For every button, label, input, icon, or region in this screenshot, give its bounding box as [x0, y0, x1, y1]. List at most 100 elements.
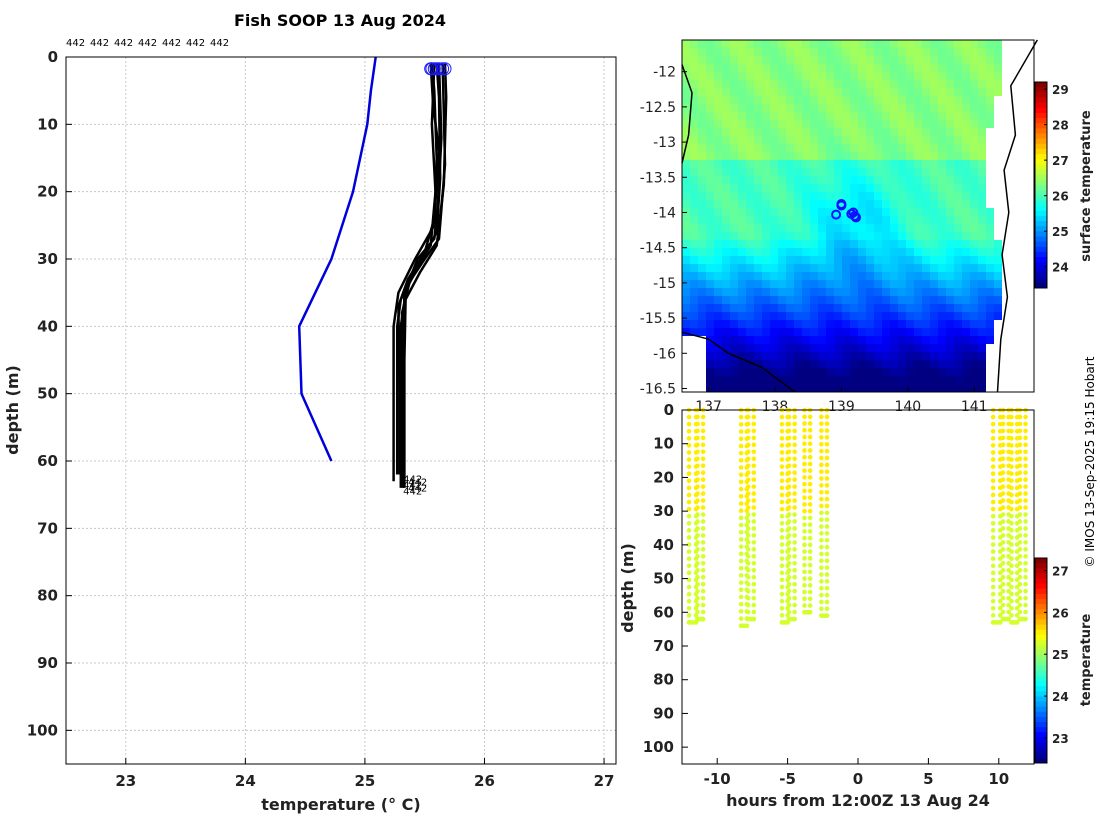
sst-cell: [770, 232, 779, 241]
sst-cell: [898, 104, 907, 113]
sst-cell: [826, 384, 835, 393]
sst-cell: [882, 72, 891, 81]
sst-cell: [818, 376, 827, 385]
sst-cell: [874, 104, 883, 113]
land-cell: [1002, 72, 1010, 80]
sst-cell: [930, 48, 939, 57]
td-point: [686, 436, 692, 441]
sst-cell: [754, 344, 763, 353]
colorbar-segment: [1035, 241, 1047, 248]
sst-cell: [738, 344, 747, 353]
td-point: [1017, 505, 1023, 510]
land-cell: [690, 360, 698, 368]
sst-cell: [802, 232, 811, 241]
sst-cell: [954, 224, 963, 233]
sst-cell: [794, 48, 803, 57]
land-cell: [1002, 288, 1010, 296]
sst-cell: [714, 72, 723, 81]
land-cell: [1010, 48, 1018, 56]
sst-cell: [730, 296, 739, 305]
land-cell: [1018, 112, 1026, 120]
sst-cell: [722, 344, 731, 353]
sst-cell: [962, 56, 971, 65]
sst-cell: [986, 328, 995, 337]
sst-cell: [786, 56, 795, 65]
sst-cell: [938, 360, 947, 369]
sst-cell: [802, 344, 811, 353]
sst-cell: [954, 280, 963, 289]
td-point: [686, 598, 692, 604]
land-cell: [1018, 176, 1026, 184]
sst-cell: [834, 320, 843, 329]
td-point: [1009, 577, 1014, 583]
td-point: [824, 462, 830, 468]
sst-cell: [874, 56, 883, 65]
sst-cell: [746, 336, 755, 345]
sst-cell: [794, 336, 803, 345]
td-point: [990, 499, 996, 505]
sst-cell: [834, 144, 843, 153]
colorbar-segment: [1035, 277, 1047, 284]
sst-cell: [738, 264, 747, 273]
sst-cell: [802, 376, 811, 385]
land-cell: [986, 376, 994, 384]
sst-cell: [762, 176, 771, 185]
sst-cell: [738, 128, 747, 137]
sst-cell: [946, 248, 955, 257]
sst-cell: [786, 64, 795, 73]
sst-cell: [946, 344, 955, 353]
sst-cell: [826, 40, 835, 49]
sst-cell: [954, 64, 963, 73]
sst-cell: [810, 256, 819, 265]
lat-tick-label: -14: [653, 205, 676, 221]
td-point: [990, 428, 996, 434]
td-point: [1000, 421, 1006, 427]
sst-cell: [898, 168, 907, 177]
sst-cell: [706, 96, 715, 105]
td-point: [751, 567, 757, 573]
land-cell: [1026, 288, 1034, 296]
sst-cell: [890, 328, 899, 337]
sst-cell: [994, 296, 1003, 305]
sst-cell: [914, 40, 923, 49]
sst-cell: [962, 64, 971, 73]
sst-cell: [770, 272, 779, 281]
td-point: [786, 533, 792, 538]
sst-cell: [730, 256, 739, 265]
colorbar-tick-label: 27: [1052, 154, 1069, 168]
sst-cell: [834, 168, 843, 177]
td-point: [738, 436, 744, 442]
td-point: [786, 449, 792, 455]
sst-cell: [762, 280, 771, 289]
td-point: [819, 517, 824, 522]
coastline: [681, 39, 1038, 393]
td-point: [1017, 609, 1023, 615]
sst-cell: [962, 360, 971, 369]
sst-cell: [778, 344, 787, 353]
sst-cell: [970, 112, 979, 121]
sst-cell: [762, 296, 771, 305]
sst-cell: [842, 256, 851, 265]
land-cell: [1026, 368, 1034, 376]
sst-cell: [770, 288, 779, 297]
td-point: [802, 427, 807, 433]
sst-cell: [930, 168, 939, 177]
sst-cell: [706, 312, 715, 321]
td-point: [807, 529, 813, 534]
td-point: [695, 414, 700, 420]
sst-cell: [746, 344, 755, 353]
sst-cell: [778, 256, 787, 265]
td-point: [745, 414, 751, 420]
td-point: [1023, 560, 1028, 566]
sst-cell: [834, 272, 843, 281]
sst-cell: [762, 80, 771, 89]
sst-cell: [714, 200, 723, 209]
sst-cell: [730, 80, 739, 89]
sst-cell: [914, 248, 923, 257]
sst-cell: [762, 248, 771, 257]
sst-cell: [946, 320, 955, 329]
sst-cell: [754, 296, 763, 305]
sst-cell: [714, 136, 723, 145]
land-cell: [1026, 72, 1034, 80]
